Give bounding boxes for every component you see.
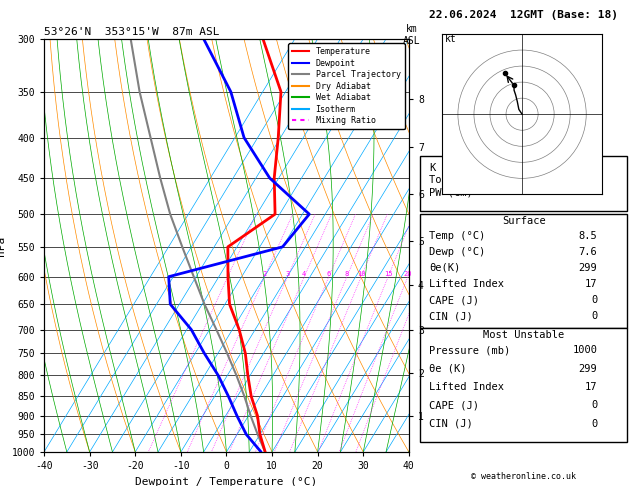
Text: 1000: 1000	[572, 345, 598, 355]
Text: 20: 20	[404, 271, 412, 277]
Text: Totals Totals: Totals Totals	[429, 175, 510, 185]
Text: 1: 1	[591, 163, 598, 173]
Text: 0: 0	[591, 419, 598, 429]
Text: 15: 15	[384, 271, 392, 277]
Text: θe(K): θe(K)	[429, 263, 460, 273]
Text: CIN (J): CIN (J)	[429, 311, 472, 321]
Text: Lifted Index: Lifted Index	[429, 382, 504, 392]
Text: 26: 26	[585, 175, 598, 185]
Text: km
ASL: km ASL	[403, 24, 421, 46]
Text: 299: 299	[579, 263, 598, 273]
Text: 17: 17	[585, 279, 598, 289]
Text: CIN (J): CIN (J)	[429, 419, 472, 429]
Text: Surface: Surface	[502, 216, 545, 226]
Text: 299: 299	[579, 364, 598, 374]
Text: 22.06.2024  12GMT (Base: 18): 22.06.2024 12GMT (Base: 18)	[429, 10, 618, 20]
Text: θe (K): θe (K)	[429, 364, 466, 374]
Text: Lifted Index: Lifted Index	[429, 279, 504, 289]
FancyBboxPatch shape	[420, 156, 627, 211]
Text: 0: 0	[591, 295, 598, 305]
Text: PW (cm): PW (cm)	[429, 187, 472, 197]
Text: CAPE (J): CAPE (J)	[429, 295, 479, 305]
Text: Dewp (°C): Dewp (°C)	[429, 247, 485, 257]
Text: 8: 8	[345, 271, 349, 277]
Text: 4: 4	[302, 271, 306, 277]
Text: 0: 0	[591, 311, 598, 321]
Text: Pressure (mb): Pressure (mb)	[429, 345, 510, 355]
Text: 10: 10	[357, 271, 365, 277]
Text: 17: 17	[585, 382, 598, 392]
Legend: Temperature, Dewpoint, Parcel Trajectory, Dry Adiabat, Wet Adiabat, Isotherm, Mi: Temperature, Dewpoint, Parcel Trajectory…	[288, 43, 404, 129]
Text: 2: 2	[262, 271, 267, 277]
Y-axis label: hPa: hPa	[0, 235, 6, 256]
Text: 1: 1	[226, 271, 230, 277]
Text: Temp (°C): Temp (°C)	[429, 231, 485, 241]
Text: 3: 3	[286, 271, 289, 277]
Text: kt: kt	[445, 34, 457, 44]
Text: © weatheronline.co.uk: © weatheronline.co.uk	[471, 472, 576, 481]
X-axis label: Dewpoint / Temperature (°C): Dewpoint / Temperature (°C)	[135, 477, 318, 486]
Text: 6: 6	[326, 271, 331, 277]
FancyBboxPatch shape	[420, 214, 627, 328]
Text: CAPE (J): CAPE (J)	[429, 400, 479, 411]
Text: 0: 0	[591, 400, 598, 411]
Text: 8.5: 8.5	[579, 231, 598, 241]
Text: 7.6: 7.6	[579, 247, 598, 257]
Text: K: K	[429, 163, 435, 173]
Text: 1.38: 1.38	[572, 187, 598, 197]
Text: 53°26'N  353°15'W  87m ASL: 53°26'N 353°15'W 87m ASL	[44, 27, 220, 37]
FancyBboxPatch shape	[420, 328, 627, 442]
Text: Most Unstable: Most Unstable	[483, 330, 564, 341]
